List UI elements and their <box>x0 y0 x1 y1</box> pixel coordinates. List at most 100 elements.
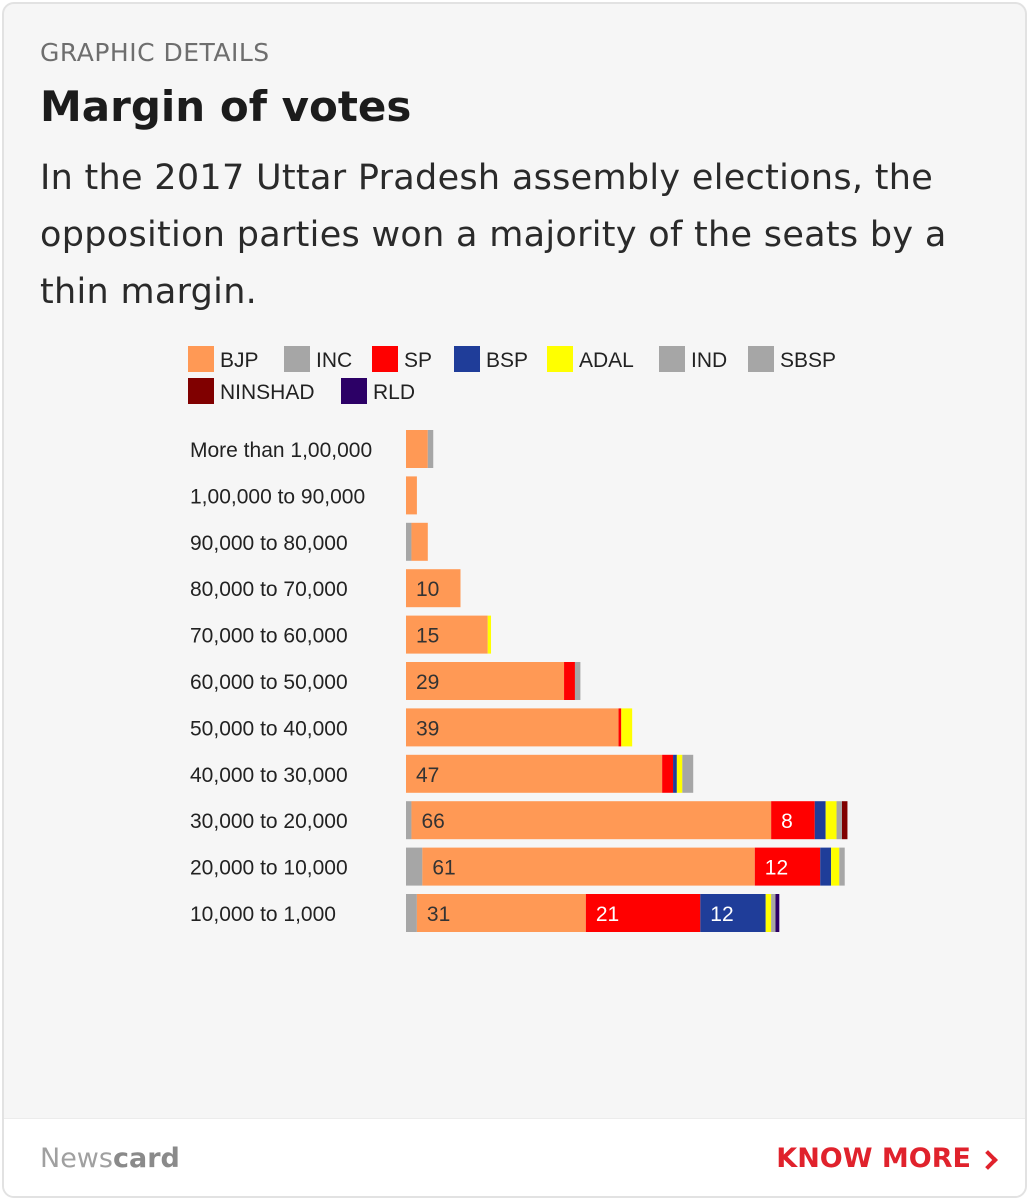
bar-ind <box>771 894 776 932</box>
category-label: 30,000 to 20,000 <box>190 810 348 833</box>
bar-adal <box>825 801 837 840</box>
data-label-bjp: 39 <box>416 717 439 740</box>
data-label-bjp: 29 <box>416 671 439 694</box>
bar-adal <box>831 847 840 886</box>
bar-sbsp <box>839 847 845 886</box>
legend-item-rld: RLD <box>341 378 415 404</box>
data-label-bjp: 47 <box>416 764 439 787</box>
legend-item-ind: IND <box>659 346 727 372</box>
category-label: 10,000 to 1,000 <box>190 903 336 926</box>
bar-sp <box>618 708 622 747</box>
data-label-bsp: 12 <box>710 903 733 926</box>
category-label: 90,000 to 80,000 <box>190 532 348 555</box>
category-label: 40,000 to 30,000 <box>190 764 348 787</box>
bar-sp <box>754 847 821 886</box>
chevron-right-icon <box>978 1149 998 1170</box>
legend-label-sp: SP <box>404 349 432 372</box>
bar-sp <box>662 754 674 793</box>
legend-item-ninshad: NINSHAD <box>188 378 315 404</box>
footer: Newscard KNOW MORE <box>4 1118 1025 1196</box>
legend-item-bsp: BSP <box>454 346 528 372</box>
bar-inc <box>406 847 423 886</box>
data-label-bjp: 31 <box>427 903 450 926</box>
legend-label-bsp: BSP <box>486 349 528 372</box>
category-label: 1,00,000 to 90,000 <box>190 485 365 508</box>
legend-swatch-adal <box>547 346 573 372</box>
category-label: 80,000 to 70,000 <box>190 578 348 601</box>
category-label: 60,000 to 50,000 <box>190 671 348 694</box>
legend-label-ind: IND <box>691 349 727 372</box>
bar-sp <box>564 662 575 700</box>
legend-swatch-bjp <box>188 346 214 372</box>
bar-bjp <box>416 894 586 932</box>
bar-ninshad <box>842 801 848 840</box>
bar-bjp <box>406 662 565 700</box>
data-label-sp: 21 <box>596 903 619 926</box>
legend-swatch-ninshad <box>188 378 214 404</box>
category-label: 50,000 to 40,000 <box>190 717 348 740</box>
legend-swatch-sbsp <box>748 346 774 372</box>
bar-adal <box>487 615 492 654</box>
brand-logo: Newscard <box>40 1143 180 1174</box>
bar-bsp <box>814 801 826 840</box>
brand-light: News <box>40 1143 113 1174</box>
data-label-bjp: 15 <box>416 625 439 648</box>
page-title: Margin of votes <box>40 82 412 131</box>
bar-bjp <box>406 754 663 793</box>
legend-swatch-rld <box>341 378 367 404</box>
legend-label-bjp: BJP <box>220 349 259 372</box>
legend-swatch-bsp <box>454 346 480 372</box>
data-label-bjp: 61 <box>432 857 455 880</box>
bar-inc <box>406 894 417 932</box>
bar-adal <box>765 894 772 932</box>
bar-bjp <box>411 801 772 840</box>
brand-bold: card <box>112 1143 180 1174</box>
know-more-label: KNOW MORE <box>776 1143 971 1174</box>
bar-bjp <box>411 522 428 561</box>
margin-chart: BJP INC SP BSP ADAL IND SBSP NINSHAD RLD More tha… <box>188 346 848 932</box>
bar-bjp <box>406 476 417 515</box>
bar-ind <box>574 662 581 700</box>
bar-bjp <box>422 847 755 886</box>
legend-item-sp: SP <box>372 346 432 372</box>
bar-bjp <box>406 708 619 747</box>
subtitle: In the 2017 Uttar Pradesh assembly elect… <box>40 158 947 312</box>
legend-swatch-inc <box>284 346 310 372</box>
bar-ind <box>682 754 694 793</box>
bar-sbsp <box>836 801 842 840</box>
bar-adal <box>676 754 683 793</box>
data-label-bjp: 10 <box>416 578 439 601</box>
category-label: More than 1,00,000 <box>190 439 372 462</box>
legend-item-adal: ADAL <box>547 346 634 372</box>
bar-bsp <box>820 847 832 886</box>
legend-item-inc: INC <box>284 346 352 372</box>
bar-sp <box>585 894 701 932</box>
bar-adal <box>621 708 633 747</box>
legend-label-inc: INC <box>316 349 352 372</box>
category-label: 20,000 to 10,000 <box>190 857 348 880</box>
bar-rld <box>775 894 780 932</box>
legend-swatch-ind <box>659 346 685 372</box>
bar-bsp <box>700 894 766 932</box>
legend-label-adal: ADAL <box>579 349 634 372</box>
bar-bsp <box>673 754 677 793</box>
data-label-sp: 8 <box>781 810 793 833</box>
legend-label-ninshad: NINSHAD <box>220 381 315 404</box>
know-more-button[interactable]: KNOW MORE <box>776 1143 998 1174</box>
legend-swatch-sp <box>372 346 398 372</box>
data-label-sp: 12 <box>765 857 788 880</box>
bar-sp <box>771 801 815 840</box>
legend-label-rld: RLD <box>373 381 415 404</box>
legend-item-sbsp: SBSP <box>748 346 836 372</box>
bar-inc <box>406 522 412 561</box>
bar-bjp <box>406 569 461 608</box>
bar-inc <box>406 801 412 840</box>
bar-bjp <box>406 615 488 654</box>
data-label-bjp: 66 <box>421 810 444 833</box>
section-label: GRAPHIC DETAILS <box>40 38 270 67</box>
category-label: 70,000 to 60,000 <box>190 625 348 648</box>
bar-bjp <box>406 430 428 468</box>
legend-item-bjp: BJP <box>188 346 259 372</box>
bar-ind <box>427 430 434 468</box>
